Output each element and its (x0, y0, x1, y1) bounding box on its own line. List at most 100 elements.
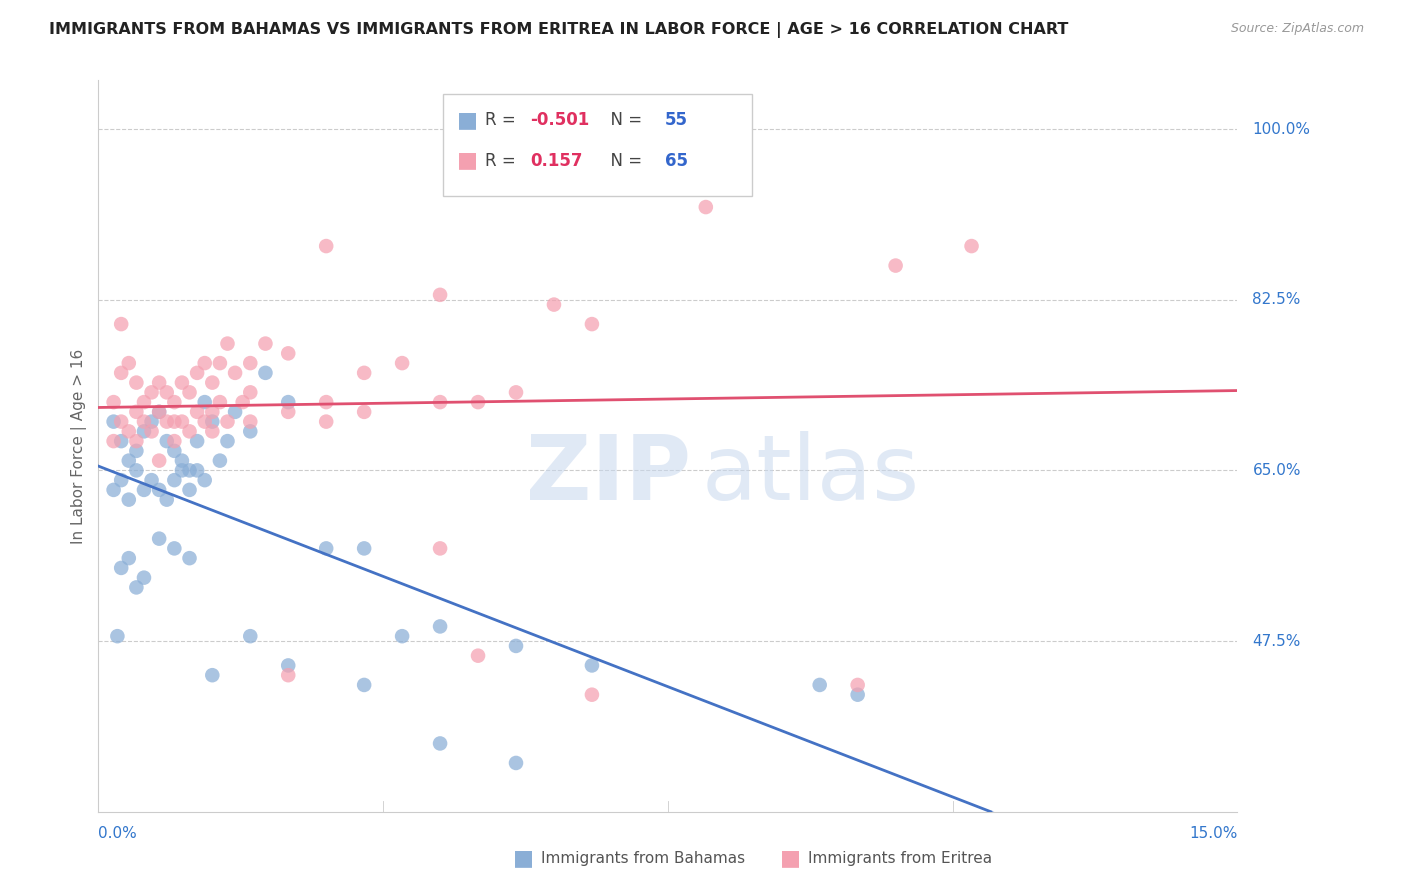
Text: N =: N = (600, 112, 648, 129)
Point (132, 415, 155, 429)
Text: -0.501: -0.501 (530, 112, 589, 129)
Text: ■: ■ (457, 111, 478, 130)
Point (695, 200, 717, 214)
Text: IMMIGRANTS FROM BAHAMAS VS IMMIGRANTS FROM ERITREA IN LABOR FORCE | AGE > 16 COR: IMMIGRANTS FROM BAHAMAS VS IMMIGRANTS FR… (49, 22, 1069, 38)
Text: 100.0%: 100.0% (1253, 121, 1310, 136)
Point (118, 492, 141, 507)
Point (201, 668, 224, 682)
Text: N =: N = (600, 152, 648, 169)
Point (163, 541, 186, 556)
Point (277, 395, 299, 409)
Point (467, 648, 489, 663)
Point (429, 288, 451, 302)
Point (156, 492, 179, 507)
Point (163, 434, 186, 449)
Text: ■: ■ (457, 151, 478, 170)
Point (148, 483, 170, 497)
Point (194, 473, 217, 487)
Point (103, 415, 125, 429)
Point (179, 385, 201, 400)
Point (217, 415, 239, 429)
Point (543, 297, 565, 311)
Point (194, 356, 217, 370)
Point (254, 366, 277, 380)
Point (505, 385, 527, 400)
Point (141, 425, 163, 439)
Point (217, 434, 239, 449)
Point (194, 415, 217, 429)
Point (170, 415, 193, 429)
Point (581, 688, 603, 702)
Point (391, 356, 413, 370)
Text: 15.0%: 15.0% (1189, 826, 1237, 841)
Point (103, 395, 125, 409)
Point (132, 571, 155, 585)
Point (170, 453, 193, 467)
Point (505, 756, 527, 770)
Point (186, 463, 208, 477)
Point (103, 483, 125, 497)
Point (201, 425, 224, 439)
Point (884, 259, 907, 273)
Point (132, 425, 155, 439)
Point (254, 336, 277, 351)
Point (125, 443, 148, 458)
Point (132, 395, 155, 409)
Point (132, 483, 155, 497)
Text: 65: 65 (665, 152, 688, 169)
Point (186, 405, 208, 419)
Point (277, 405, 299, 419)
Point (103, 434, 125, 449)
Text: Source: ZipAtlas.com: Source: ZipAtlas.com (1230, 22, 1364, 36)
Text: R =: R = (485, 112, 522, 129)
Point (201, 415, 224, 429)
Point (179, 483, 201, 497)
Point (170, 376, 193, 390)
Point (125, 581, 148, 595)
Point (125, 405, 148, 419)
Point (110, 561, 132, 575)
Point (315, 239, 337, 253)
Point (239, 415, 262, 429)
Point (125, 463, 148, 477)
Text: 47.5%: 47.5% (1253, 633, 1301, 648)
Point (186, 366, 208, 380)
Point (148, 376, 170, 390)
Point (118, 453, 141, 467)
Text: 65.0%: 65.0% (1253, 463, 1301, 478)
Point (505, 639, 527, 653)
Point (201, 405, 224, 419)
Point (232, 395, 254, 409)
Point (960, 239, 983, 253)
Point (315, 541, 337, 556)
Point (224, 366, 246, 380)
Point (148, 453, 170, 467)
Point (217, 336, 239, 351)
Point (208, 356, 231, 370)
Text: ■: ■ (780, 848, 801, 868)
Point (581, 658, 603, 673)
Point (141, 385, 163, 400)
Point (429, 736, 451, 750)
Point (429, 541, 451, 556)
Point (201, 376, 224, 390)
Point (179, 551, 201, 566)
Text: 82.5%: 82.5% (1253, 293, 1301, 307)
Point (125, 434, 148, 449)
Point (170, 463, 193, 477)
Text: R =: R = (485, 152, 531, 169)
Point (118, 425, 141, 439)
Point (808, 678, 831, 692)
Point (353, 541, 375, 556)
Text: Immigrants from Eritrea: Immigrants from Eritrea (808, 851, 993, 865)
Point (467, 395, 489, 409)
Point (208, 395, 231, 409)
Point (107, 629, 129, 643)
Point (156, 434, 179, 449)
Text: 0.157: 0.157 (530, 152, 582, 169)
Point (118, 356, 141, 370)
Point (239, 629, 262, 643)
Text: atlas: atlas (702, 431, 920, 519)
Point (239, 356, 262, 370)
Y-axis label: In Labor Force | Age > 16: In Labor Force | Age > 16 (72, 349, 87, 543)
